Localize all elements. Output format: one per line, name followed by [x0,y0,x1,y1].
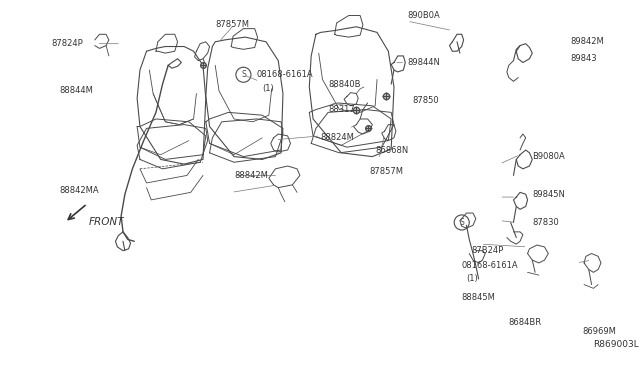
Text: 88842M: 88842M [234,171,268,180]
Text: 87830: 87830 [532,218,559,227]
Text: 89842M: 89842M [571,37,605,46]
Text: 890B0A: 890B0A [407,11,440,20]
Text: 8684BR: 8684BR [509,318,542,327]
Text: 08168-6161A: 08168-6161A [257,70,313,79]
Text: 87850: 87850 [413,96,440,105]
Text: 88824M: 88824M [321,133,355,142]
Text: 87857M: 87857M [369,167,403,176]
Text: 87B24P: 87B24P [471,246,504,255]
Text: S: S [241,70,246,79]
Text: 88844M: 88844M [59,86,93,95]
Text: 87824P: 87824P [51,39,83,48]
Text: R869003L: R869003L [593,340,639,349]
Text: 88845M: 88845M [461,293,495,302]
Text: 86969M: 86969M [582,327,616,336]
Text: S: S [460,218,464,227]
Text: 89844N: 89844N [407,58,440,67]
Text: FRONT: FRONT [89,218,125,227]
Text: (1): (1) [262,84,274,93]
Text: 89843: 89843 [571,54,598,63]
Text: 86868N: 86868N [375,145,408,154]
Text: 88317: 88317 [328,105,355,114]
Text: 88842MA: 88842MA [59,186,99,195]
Text: 88840B: 88840B [328,80,360,89]
Text: 89845N: 89845N [532,190,565,199]
Text: B9080A: B9080A [532,152,565,161]
Text: (1): (1) [467,275,478,283]
Text: 08168-6161A: 08168-6161A [461,261,518,270]
Text: 87857M: 87857M [215,20,249,29]
